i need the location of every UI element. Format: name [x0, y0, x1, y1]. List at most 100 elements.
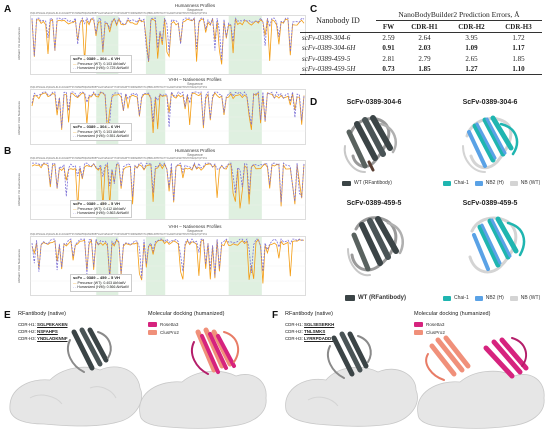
cdr-label: CDR-H3: [18, 336, 36, 341]
table-row: scFv-0389-459-5 2.81 2.79 2.65 1.85 [300, 54, 542, 64]
legend-wt-rfantibody-small: WT (RFantibody) [342, 180, 392, 186]
table-cell: 1.72 [512, 33, 525, 42]
table-cell: 2.79 [418, 54, 431, 63]
plot-title-b-top: Humanness Profiles [174, 148, 216, 153]
table-cell-id: scFv-0389-304-6H [302, 44, 356, 53]
panel-f-legend-cluspro: ClusPro2 [414, 330, 445, 335]
profile-plot-a-humanness [30, 15, 306, 75]
cdr-label: CDR-H2: [18, 329, 36, 334]
ylabel-a-top: AbNatiV VH Humanness [17, 27, 21, 60]
table-cell: 0.91 [382, 44, 395, 53]
legend-precursor: — Precursor (WT): 0.103 AbNatiV [73, 61, 126, 66]
panel-e-cdr-h3: CDR-H3: YNDLADKNNF [18, 336, 68, 341]
panel-f-docking-title: Molecular docking (humanized) [414, 311, 491, 317]
structure-title-459-overlay: ScFv-0389-459-5 [462, 200, 518, 207]
ylabel-b-bottom: AbNatiV VHH Nativeness [17, 249, 21, 283]
swatch-rosetta [414, 322, 423, 327]
panel-f-docking-render [285, 331, 545, 429]
table-cell-id: scFv-0389-459-5 [302, 54, 351, 63]
panel-letter-b: B [4, 146, 12, 157]
cdr-sequence: SGLPEKAKEN [37, 322, 68, 327]
cdr-sequence: NSFAHPS [37, 329, 58, 334]
table-row: scFv-0389-304-6H 0.91 2.03 1.09 1.17 [300, 43, 542, 53]
table-header-group: NanoBodyBuilder2 Prediction Errors, Å [375, 9, 542, 22]
panel-letter-d: D [310, 97, 318, 108]
structure-title-304-wt: ScFv-0389-304-6 [346, 99, 402, 106]
swatch-rf [345, 295, 355, 301]
legend-humanized: - - Humanized (H/M): 0.725 AbNatiV [73, 66, 130, 70]
legend-label: WT (RFantibody) [354, 180, 392, 186]
sequence-ticks-a-bottom: QVQLVESGGGLVQAGGSLRLSCAASGRTFSSYAMGWFRQA… [30, 86, 208, 89]
legend-humanized: - - Humanized (H/M): 0.551 AbNatiV [73, 134, 130, 138]
table-cell: 1.10 [512, 65, 525, 74]
panel-letter-f: F [272, 310, 279, 321]
ribbon-overlay-304 [462, 115, 519, 173]
cdr-sequence: TNLSMKS [304, 329, 326, 334]
legend-label: ClusPro2 [426, 330, 445, 335]
legend-label: NB (WT) [520, 180, 541, 186]
cdr-sequence: LYRRPDADDY [304, 336, 335, 341]
table-row: scFv-0389-304-6 2.59 2.64 3.95 1.72 [300, 32, 542, 43]
plot-sequence-label-b-top: Sequence [187, 153, 203, 157]
legend-title: scFv – 0389 – 304 – 6 VH [73, 56, 120, 61]
plot-sequence-label-b-bottom: Sequence [187, 229, 203, 233]
humanized-trace [31, 238, 305, 279]
table-cell: 1.09 [465, 44, 478, 53]
precursor-trace [31, 17, 305, 65]
plot-sequence-label-a-top: Sequence [187, 8, 203, 12]
table-cell: 0.73 [382, 65, 395, 74]
plot-title-a-bottom: VHH – Nativeness Profiles [168, 77, 222, 82]
cdr-label: CDR-H2: [285, 329, 303, 334]
panel-e-native-title: RFantibody (native) [18, 311, 66, 317]
cdr-label: CDR-H1: [285, 322, 303, 327]
table-cell: 1.85 [512, 54, 525, 63]
panel-e-cdr-h1: CDR-H1: SGLPEKAKEN [18, 322, 68, 327]
panel-letter-c: C [310, 4, 318, 15]
legend-title: scFv – 0389 – 459 – 5 VH [73, 275, 120, 280]
cdr-sequence: SGLSESERKH [304, 322, 335, 327]
legend-label: WT (RFantibody) [358, 295, 406, 301]
panel-f-native-title: RFantibody (native) [285, 311, 333, 317]
swatch-nb2 [474, 295, 483, 301]
legend-b-top: scFv – 0389 – 459 – 5 VH — Precursor (WT… [70, 200, 133, 218]
ylabel-b-top: AbNatiV VH Humanness [17, 173, 21, 206]
prediction-error-table: Nanobody ID NanoBodyBuilder2 Prediction … [300, 9, 542, 75]
legend-precursor: — Precursor (WT): 0.412 AbNatiV [73, 206, 126, 211]
panel-e-legend-cluspro: ClusPro2 [148, 330, 179, 335]
legend-a-bottom: scFv – 0389 – 304 – 6 VH — Precursor (WT… [70, 123, 133, 141]
panel-letter-a: A [4, 4, 12, 15]
panel-f-cdr-h2: CDR-H2: TNLSMKS [285, 329, 325, 334]
table-cell: 2.81 [382, 54, 395, 63]
table-col-header: CDR-H2 [458, 22, 485, 31]
legend-wt-rfantibody-big: WT (RFantibody) [345, 295, 406, 301]
table-col-header: CDR-H1 [411, 22, 438, 31]
swatch-rosetta [148, 322, 157, 327]
legend-label: Chai-1 [454, 180, 469, 186]
plot-title-a-top: Humanness Profiles [174, 3, 216, 8]
legend-humanized: - - Humanized (H/M): 0.863 AbNatiV [73, 211, 130, 215]
legend-overlay-304: Chai-1 NB2 (H) NB (WT) [443, 180, 540, 186]
panel-f-cdr-h1: CDR-H1: SGLSESERKH [285, 322, 334, 327]
swatch-chai [443, 180, 451, 186]
structure-title-304-overlay: ScFv-0389-304-6 [462, 99, 518, 106]
plot-title-b-bottom: VHH – Nativeness Profiles [168, 224, 222, 229]
table-cell: 3.95 [465, 33, 478, 42]
legend-label: Rosetta3 [426, 322, 445, 327]
cdr-sequence: YNDLADKNNF [37, 336, 68, 341]
legend-humanized-text: Humanized (H/M): 0.863 AbNatiV [77, 211, 130, 215]
swatch-cluspro [148, 330, 157, 335]
panel-e-legend-rosetta: Rosetta3 [148, 322, 178, 327]
legend-precursor-text: Precursor (WT): 0.103 AbNatiV [77, 129, 126, 134]
panel-e-docking-render [9, 327, 267, 429]
legend-label: Rosetta3 [160, 322, 179, 327]
swatch-nb2 [474, 180, 483, 186]
table-cell: 1.85 [418, 65, 431, 74]
table-row: scFv-0389-459-5H 0.73 1.85 1.27 1.10 [300, 64, 542, 75]
sequence-ticks-a-top: QVQLVESGGGLVQAGGSLRLSCAASGRTFSSYAMGWFRQA… [30, 12, 208, 15]
legend-overlay-459: Chai-1 NB2 (H) NB (WT) [443, 295, 540, 301]
legend-precursor-text: Precursor (WT): 0.403 AbNatiV [77, 280, 126, 285]
legend-precursor-text: Precursor (WT): 0.412 AbNatiV [77, 206, 126, 211]
panel-f-legend-rosetta: Rosetta3 [414, 322, 444, 327]
legend-label: Chai-1 [454, 295, 469, 301]
table-cell-id: scFv-0389-459-5H [302, 65, 356, 74]
